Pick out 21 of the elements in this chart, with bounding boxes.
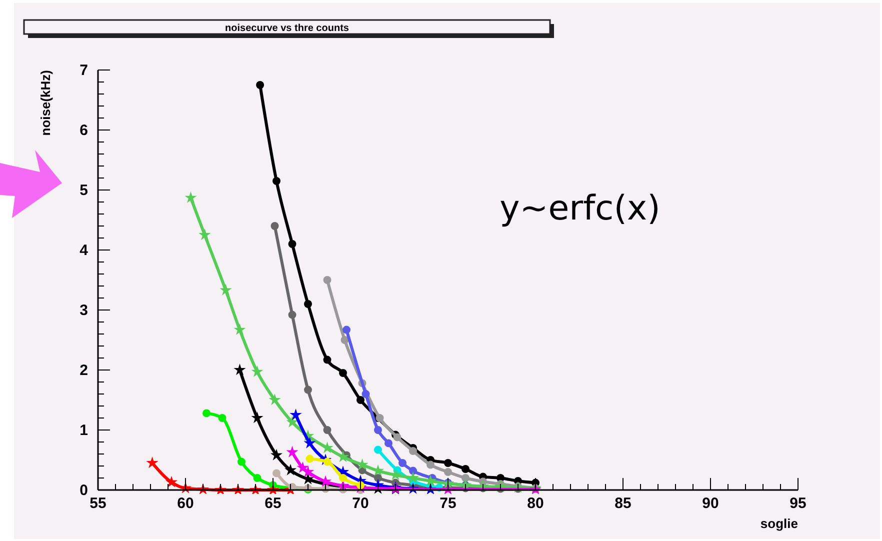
x-tick-label: 80	[527, 495, 544, 512]
x-tick-label: 65	[264, 495, 282, 512]
y-tick-label: 5	[80, 182, 88, 199]
x-tick-label: 95	[790, 495, 806, 512]
x-tick-label: 60	[177, 495, 194, 512]
y-tick-label: 2	[80, 362, 88, 379]
x-tick-label: 55	[90, 495, 106, 512]
y-axis-title: noise(kHz)	[38, 70, 53, 136]
x-tick-label: 70	[352, 495, 369, 512]
y-tick-label: 3	[80, 302, 88, 319]
y-tick-label: 0	[80, 482, 88, 499]
y-tick-label: 6	[80, 122, 88, 139]
y-tick-label: 7	[80, 62, 88, 79]
x-tick-label: 75	[440, 495, 456, 512]
chart-title: noisecurve vs thre counts	[225, 23, 350, 34]
y-tick-label: 1	[80, 422, 88, 439]
x-tick-label: 85	[614, 495, 632, 512]
x-tick-label: 90	[702, 495, 719, 512]
annotation: y~erfc(x)	[500, 188, 660, 228]
y-tick-label: 4	[80, 242, 89, 259]
x-axis-title: soglie	[760, 516, 798, 531]
